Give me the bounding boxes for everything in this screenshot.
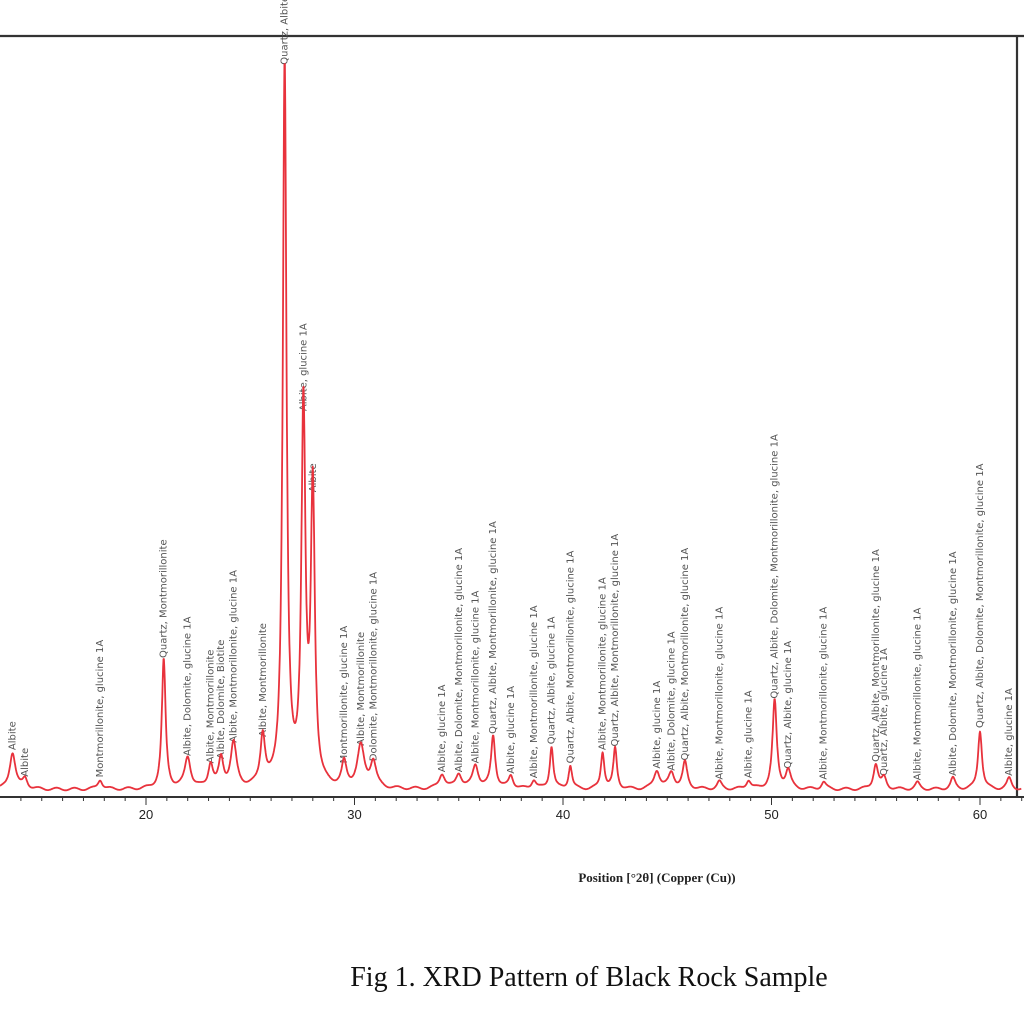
peak-label: Dolomite, Montmorillonite, glucine 1A [368, 572, 379, 761]
peak-label: Albite, Montmorillonite, glucine 1A [714, 607, 725, 780]
peak-label: Quartz, Albite, Montmorillonite, glucine… [610, 534, 621, 747]
peak-label: Albite, Montmorillonite, glucine 1A [598, 577, 609, 750]
peak-label: Albite, Dolomite, Montmorillonite, gluci… [948, 551, 959, 776]
peak-label: Albite, Montmorillonite [258, 623, 269, 737]
peak-label: Quartz, Albite, Dolomite, Montmorillonit… [975, 463, 986, 728]
x-axis-title: Position [°2θ] (Copper (Cu)) [578, 870, 735, 885]
peak-label: Quartz, Albite, glucine 1A [547, 616, 558, 744]
peak-label: Quartz, Albite, Montmorillonite, glucine… [488, 521, 499, 734]
peak-label: Albite, Dolomite, glucine 1A [666, 631, 677, 771]
peak-label: Quartz, Albite, Dolomite, Montmorillonit… [770, 434, 781, 699]
peak-label: Albite, Montmorillonite [206, 650, 217, 764]
diffraction-trace [0, 63, 1022, 792]
x-tick-label: 40 [556, 807, 570, 822]
peak-label: Albite, glucine 1A [437, 684, 448, 772]
peak-label: Albite [20, 748, 31, 777]
peak-label: Albite, glucine 1A [1004, 688, 1015, 776]
x-tick-label: 50 [764, 807, 778, 822]
peak-label: Albite, glucine 1A [652, 681, 663, 769]
peak-label: Albite, glucine 1A [744, 690, 755, 778]
peak-label: Montmorillonite, glucine 1A [95, 640, 106, 778]
plot-frame [0, 34, 1024, 797]
peak-label: Albite, Montmorillonite, glucine 1A [470, 590, 481, 763]
x-tick-label: 30 [347, 807, 361, 822]
peak-label: Albite, Montmorillonite, glucine 1A [913, 607, 924, 780]
x-axis: 20 30 40 50 60 [0, 796, 1024, 822]
peak-label: Albite, Dolomite, glucine 1A [183, 616, 194, 756]
peak-label: Albite, Montmorillonite [356, 632, 367, 746]
peak-label: Albite, Montmorillonite, glucine 1A [229, 570, 240, 743]
peak-label: Albite, Montmorillonite, glucine 1A [819, 607, 830, 780]
peak-label: Albite [8, 721, 19, 750]
peak-label: Albite, Montmorillonite, glucine 1A [529, 605, 540, 778]
peak-label: Quartz, Albite, Montmorillonite, glucine… [680, 548, 691, 761]
peak-label: Quartz, Albite, glucine 1A [879, 648, 890, 776]
xrd-trace-line [0, 63, 1022, 792]
x-tick-label: 60 [973, 807, 987, 822]
figure-caption: Fig 1. XRD Pattern of Black Rock Sample [350, 962, 828, 993]
peak-label: Montmorillonite, glucine 1A [339, 626, 350, 764]
peak-label: Quartz, Albite, Montmorillonite, glucine… [280, 0, 291, 65]
peak-label: Albite, Dolomite, Montmorillonite, gluci… [454, 548, 465, 773]
peak-label: Quartz, Albite, Montmorillonite, glucine… [871, 549, 882, 762]
peak-label: Albite, glucine 1A [506, 686, 517, 774]
peak-label: Quartz, Montmorillonite [159, 539, 170, 658]
peak-label: Albite, Dolomite, Biotite [216, 640, 227, 759]
peak-label: Quartz, Albite, Montmorillonite, glucine… [565, 551, 576, 764]
peak-label: Albite, glucine 1A [298, 323, 309, 411]
peak-label: Quartz, Albite, glucine 1A [783, 641, 794, 769]
x-tick-label: 20 [139, 807, 153, 822]
